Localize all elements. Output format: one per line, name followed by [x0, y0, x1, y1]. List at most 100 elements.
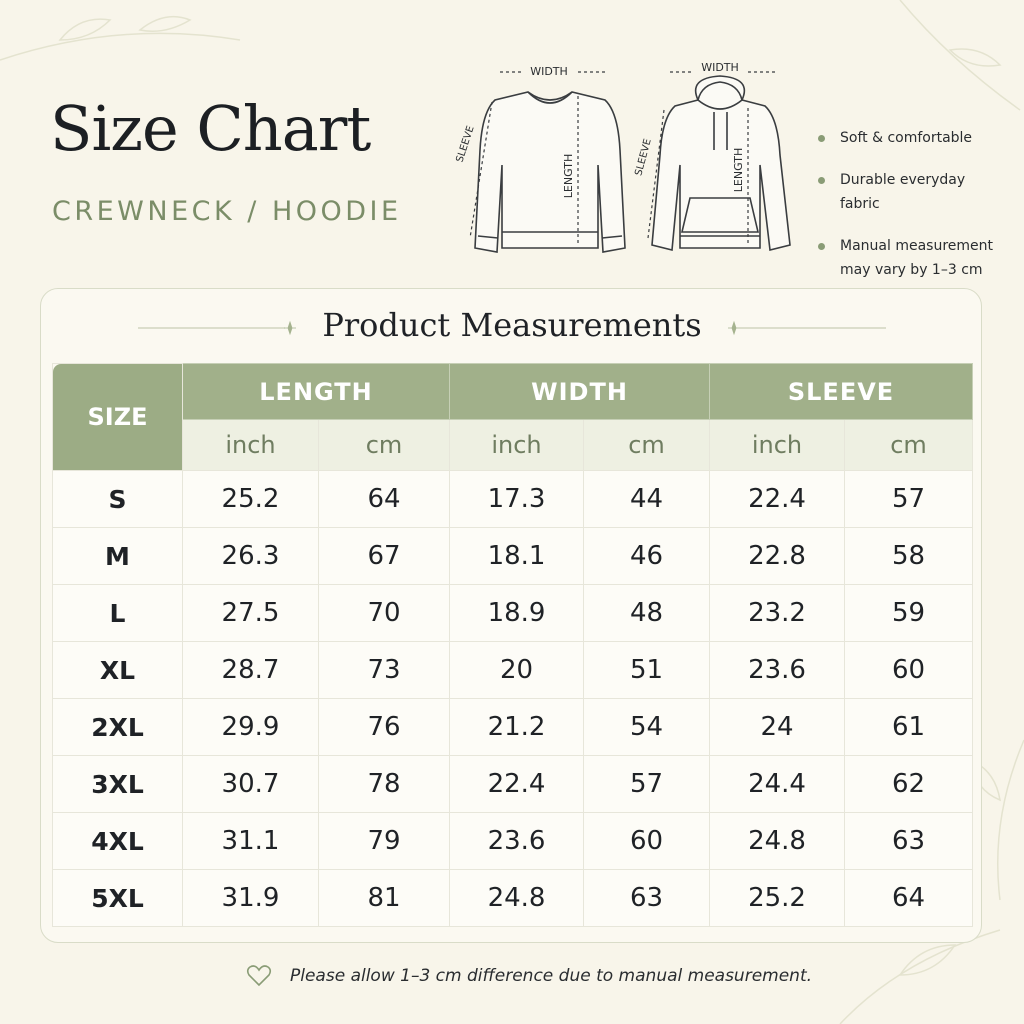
measurement-cell: 17.3: [449, 470, 585, 528]
measurement-cell: 57: [583, 755, 711, 813]
hoodie-guides: [647, 71, 775, 245]
subtitle: CREWNECK / HOODIE: [52, 196, 402, 227]
feature: Soft & comfortable: [818, 126, 998, 150]
measurement-cell: 24.4: [709, 755, 846, 813]
size-cell: 2XL: [52, 698, 183, 756]
measurement-cell: 22.8: [709, 527, 846, 585]
unit-header: cm: [844, 419, 974, 471]
measurement-cell: 63: [583, 869, 711, 927]
diagram-label: LENGTH: [562, 154, 575, 198]
diagram-label: SLEEVE: [455, 125, 477, 164]
measurement-cell: 59: [844, 584, 974, 642]
size-table: SIZE LENGTH WIDTH SLEEVE inch cm inch cm inc…: [52, 363, 974, 927]
table-row: M 26.3 67 18.1 46 22.8 58: [52, 527, 974, 585]
group-header: LENGTH: [181, 363, 451, 420]
size-cell: 4XL: [52, 812, 183, 870]
table-row: L 27.5 70 18.9 48 23.2 59: [52, 584, 974, 642]
measurement-cell: 26.3: [182, 527, 319, 585]
measurement-cell: 23.6: [709, 641, 846, 699]
measurement-cell: 70: [317, 584, 451, 642]
table-title: Product Measurements: [322, 306, 702, 344]
footer-note: Please allow 1–3 cm difference due to ma…: [290, 966, 813, 986]
title-ornament: [138, 320, 886, 336]
feature: Durable everyday fabric: [818, 168, 998, 216]
measurement-cell: 18.9: [449, 584, 585, 642]
table-body: S 25.2 64 17.3 44 22.4 57 M 26.3 67 18.1 46 22.8 58 L 2…: [52, 470, 974, 927]
measurement-cell: 76: [317, 698, 451, 756]
feature: Manual measurement may vary by 1–3 cm: [818, 234, 998, 282]
measurement-cell: 24: [709, 698, 846, 756]
measurement-cell: 25.2: [709, 869, 846, 927]
measurement-cell: 30.7: [182, 755, 319, 813]
measurement-cell: 28.7: [182, 641, 319, 699]
measurement-cell: 22.4: [709, 470, 846, 528]
measurement-cell: 60: [844, 641, 974, 699]
measurement-cell: 31.1: [182, 812, 319, 870]
unit-header: inch: [709, 419, 846, 471]
measurement-cell: 31.9: [182, 869, 319, 927]
diagram-label: WIDTH: [530, 65, 568, 78]
measurement-cell: 78: [317, 755, 451, 813]
size-cell: L: [52, 584, 183, 642]
measurement-cell: 79: [317, 812, 451, 870]
measurement-cell: 25.2: [182, 470, 319, 528]
size-cell: XL: [52, 641, 183, 699]
measurement-cell: 46: [583, 527, 711, 585]
measurement-cell: 23.6: [449, 812, 585, 870]
measurement-cell: 62: [844, 755, 974, 813]
size-cell: S: [52, 470, 183, 528]
table-row: XL 28.7 73 20 51 23.6 60: [52, 641, 974, 699]
table-row: 2XL 29.9 76 21.2 54 24 61: [52, 698, 974, 756]
measurement-cell: 81: [317, 869, 451, 927]
unit-header: inch: [449, 419, 585, 471]
size-header: SIZE: [52, 363, 183, 471]
unit-header: inch: [182, 419, 319, 471]
feature-list: Soft & comfortable Durable everyday fabr…: [818, 126, 998, 300]
measurement-cell: 24.8: [709, 812, 846, 870]
measurement-cell: 57: [844, 470, 974, 528]
measurement-cell: 23.2: [709, 584, 846, 642]
measurement-cell: 54: [583, 698, 711, 756]
unit-header: cm: [317, 419, 451, 471]
measurement-cell: 51: [583, 641, 711, 699]
measurement-cell: 18.1: [449, 527, 585, 585]
measurement-cell: 20: [449, 641, 585, 699]
crewneck-guides: [469, 71, 605, 245]
group-header: SLEEVE: [709, 363, 974, 420]
table-row: 4XL 31.1 79 23.6 60 24.8 63: [52, 812, 974, 870]
size-cell: 5XL: [52, 869, 183, 927]
diagram-label: LENGTH: [732, 148, 745, 192]
title: Size Chart: [50, 92, 371, 165]
table-row: S 25.2 64 17.3 44 22.4 57: [52, 470, 974, 528]
measurement-cell: 61: [844, 698, 974, 756]
measurement-cell: 64: [844, 869, 974, 927]
size-cell: M: [52, 527, 183, 585]
diagram-label: SLEEVE: [633, 138, 653, 177]
size-cell: 3XL: [52, 755, 183, 813]
measurement-cell: 27.5: [182, 584, 319, 642]
measurement-cell: 73: [317, 641, 451, 699]
measurement-cell: 22.4: [449, 755, 585, 813]
measurement-cell: 60: [583, 812, 711, 870]
measurement-cell: 44: [583, 470, 711, 528]
measurement-cell: 64: [317, 470, 451, 528]
table-row: 5XL 31.9 81 24.8 63 25.2 64: [52, 869, 974, 927]
crewneck-drawing: [474, 91, 626, 253]
measurement-cell: 21.2: [449, 698, 585, 756]
measurement-cell: 48: [583, 584, 711, 642]
group-header: WIDTH: [449, 363, 711, 420]
table-row: 3XL 30.7 78 22.4 57 24.4 62: [52, 755, 974, 813]
diagram-label: WIDTH: [701, 61, 739, 74]
measurement-cell: 24.8: [449, 869, 585, 927]
measurement-cell: 29.9: [182, 698, 319, 756]
heart-icon: [246, 965, 272, 987]
hoodie-drawing: [651, 75, 791, 252]
measurement-cell: 63: [844, 812, 974, 870]
unit-header: cm: [583, 419, 711, 471]
measurement-cell: 67: [317, 527, 451, 585]
unit-row: inch cm inch cm inch cm: [53, 419, 974, 471]
measurement-cell: 58: [844, 527, 974, 585]
